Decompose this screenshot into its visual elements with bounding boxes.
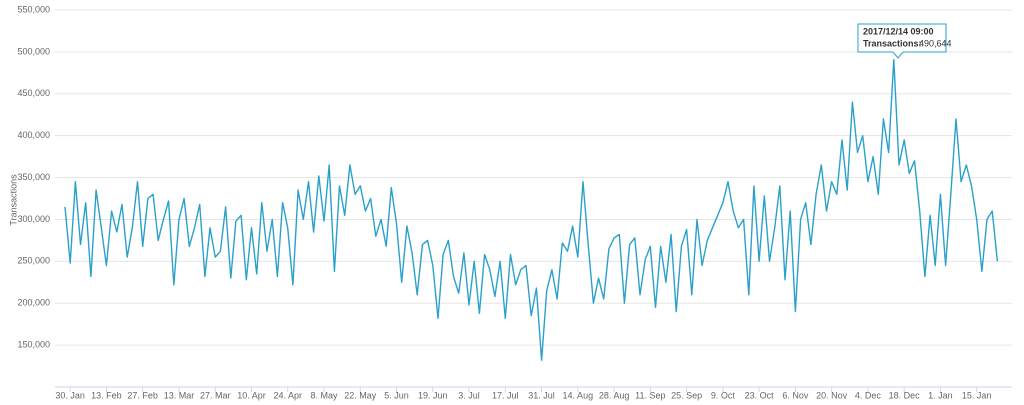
x-tick-label: 15. Jan: [962, 390, 992, 400]
tooltip: 2017/12/14 09:00 Transactions: 490,644: [857, 23, 952, 59]
x-tick-label: 1. Jan: [928, 390, 953, 400]
x-tick-label: 23. Oct: [745, 390, 775, 400]
x-tick-label: 13. Mar: [164, 390, 195, 400]
x-tick-label: 8. May: [310, 390, 338, 400]
x-tick-label: 22. May: [344, 390, 377, 400]
x-tick-label: 30. Jan: [55, 390, 85, 400]
y-tick-label: 200,000: [17, 298, 50, 308]
y-tick-label: 150,000: [17, 339, 50, 349]
y-tick-label: 300,000: [17, 214, 50, 224]
x-tick-label: 24. Apr: [273, 390, 302, 400]
x-tick-label: 17. Jul: [492, 390, 519, 400]
y-tick-label: 350,000: [17, 172, 50, 182]
tooltip-title: 2017/12/14 09:00: [863, 26, 934, 36]
y-tick-label: 500,000: [17, 46, 50, 56]
x-tick-label: 20. Nov: [816, 390, 848, 400]
x-tick-label: 6. Nov: [782, 390, 809, 400]
y-axis-title: Transactions: [8, 174, 18, 226]
tooltip-box: [857, 23, 947, 59]
x-tick-label: 27. Feb: [127, 390, 158, 400]
x-tick-label: 11. Sep: [635, 390, 665, 400]
x-tick-label: 13. Feb: [91, 390, 122, 400]
x-tick-label: 10. Apr: [237, 390, 266, 400]
x-tick-label: 4. Dec: [855, 390, 882, 400]
tooltip-label: Transactions:: [863, 38, 922, 48]
x-tick-label: 28. Aug: [599, 390, 630, 400]
x-tick-label: 31. Jul: [528, 390, 555, 400]
x-tick-label: 25. Sep: [671, 390, 702, 400]
x-tick-label: 27. Mar: [200, 390, 231, 400]
x-tick-label: 19. Jun: [418, 390, 448, 400]
y-tick-label: 400,000: [17, 130, 50, 140]
y-tick-label: 250,000: [17, 256, 50, 266]
x-tick-label: 5. Jun: [384, 390, 409, 400]
y-tick-label: 550,000: [17, 4, 50, 14]
x-tick-label: 14. Aug: [563, 390, 594, 400]
x-tick-label: 3. Jul: [458, 390, 480, 400]
tooltip-value: 490,644: [919, 38, 952, 48]
data-line: [64, 59, 999, 361]
y-tick-label: 450,000: [17, 88, 50, 98]
x-tick-label: 18. Dec: [889, 390, 921, 400]
x-tick-label: 9. Oct: [711, 390, 736, 400]
